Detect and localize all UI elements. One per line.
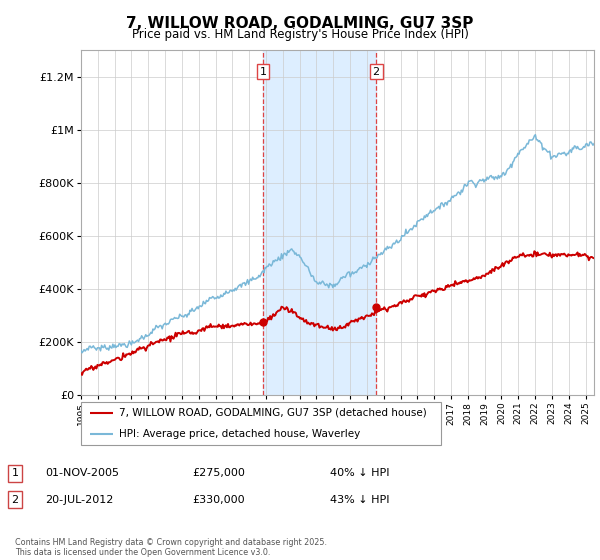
Text: Price paid vs. HM Land Registry's House Price Index (HPI): Price paid vs. HM Land Registry's House … [131,28,469,41]
Text: 20-JUL-2012: 20-JUL-2012 [45,494,113,505]
Text: £330,000: £330,000 [192,494,245,505]
Text: 1: 1 [11,468,19,478]
Text: £275,000: £275,000 [192,468,245,478]
Text: 2: 2 [373,67,380,77]
Text: 40% ↓ HPI: 40% ↓ HPI [330,468,389,478]
Text: 7, WILLOW ROAD, GODALMING, GU7 3SP: 7, WILLOW ROAD, GODALMING, GU7 3SP [127,16,473,31]
Text: 1: 1 [260,67,266,77]
Text: 2: 2 [11,494,19,505]
Text: Contains HM Land Registry data © Crown copyright and database right 2025.
This d: Contains HM Land Registry data © Crown c… [15,538,327,557]
Text: HPI: Average price, detached house, Waverley: HPI: Average price, detached house, Wave… [119,429,360,439]
Bar [263,50,376,395]
Text: 7, WILLOW ROAD, GODALMING, GU7 3SP (detached house): 7, WILLOW ROAD, GODALMING, GU7 3SP (deta… [119,408,427,418]
Text: 43% ↓ HPI: 43% ↓ HPI [330,494,389,505]
Text: 01-NOV-2005: 01-NOV-2005 [45,468,119,478]
